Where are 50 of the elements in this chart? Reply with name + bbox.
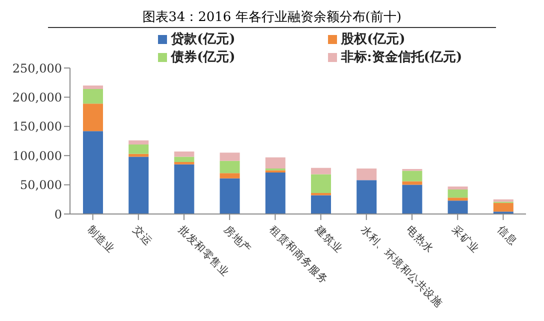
bar (128, 140, 149, 145)
bar (220, 160, 240, 174)
x-tick-label: 采矿业 (449, 222, 482, 256)
bar (83, 131, 103, 214)
bar (83, 86, 103, 90)
bar (128, 154, 149, 157)
bar (311, 192, 331, 196)
bar (128, 156, 149, 214)
bar (356, 168, 377, 180)
bar (311, 168, 331, 174)
bar (220, 178, 240, 214)
y-tick-label: 50,000 (20, 178, 62, 192)
bar (83, 89, 103, 104)
bar (265, 172, 286, 214)
legend-label: 贷款(亿元) (170, 30, 236, 48)
legend-label: 非标:资金信托(亿元) (340, 49, 464, 66)
bar (83, 104, 103, 132)
y-tick-label: 100,000 (12, 148, 62, 163)
bar (493, 202, 514, 212)
y-tick-label: 250,000 (12, 61, 62, 76)
x-tick-label: 房地产 (221, 222, 254, 256)
x-tick-label: 建筑业 (312, 222, 346, 256)
x-tick-label: 电热水 (404, 222, 436, 256)
bar (356, 180, 377, 214)
bar (128, 144, 149, 154)
x-tick-label: 信息 (495, 222, 520, 248)
bar (311, 195, 331, 214)
x-tick-label: 制造业 (84, 222, 118, 256)
y-tick-label: 200,000 (12, 90, 62, 104)
bar (448, 186, 468, 190)
x-tick-label: 交运 (130, 222, 156, 248)
bar (402, 170, 422, 182)
bar (220, 173, 240, 178)
bar (402, 181, 422, 185)
y-tick-label: 0 (54, 207, 62, 222)
bar (448, 198, 468, 201)
y-tick-label: 150,000 (12, 120, 62, 134)
legend-label: 股权(亿元) (340, 31, 406, 48)
bar (448, 200, 468, 214)
bar (265, 157, 286, 168)
bar (448, 189, 468, 198)
chart-title: 图表34：2016 年各行业融资余额分布(前十) (48, 8, 496, 28)
bar (174, 152, 194, 157)
bar (311, 174, 331, 193)
bar (174, 164, 194, 214)
bar (265, 170, 286, 173)
bar (402, 184, 422, 214)
legend-label: 债券(亿元) (170, 49, 236, 66)
bar (220, 152, 240, 161)
bar (174, 156, 194, 162)
